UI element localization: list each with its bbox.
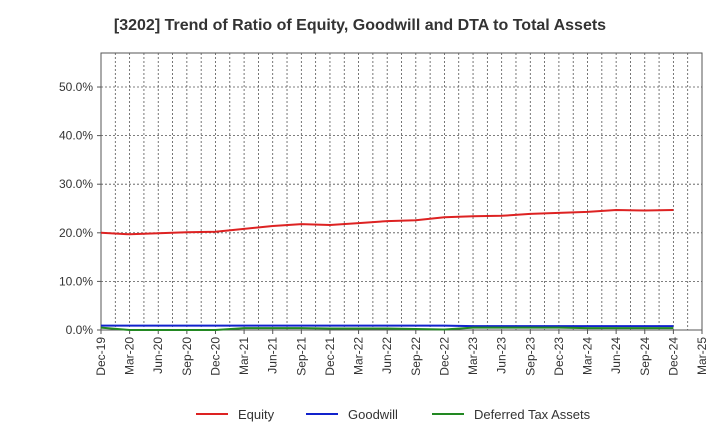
x-tick-label: Mar-25 bbox=[695, 337, 709, 375]
y-tick-label: 10.0% bbox=[59, 274, 93, 288]
x-tick-label: Jun-24 bbox=[609, 337, 623, 374]
y-tick-label: 30.0% bbox=[59, 177, 93, 191]
x-tick-label: Mar-24 bbox=[581, 337, 595, 375]
series-line-deferred-tax-assets bbox=[100, 326, 674, 331]
plot-frame bbox=[100, 52, 703, 331]
legend-label-deferred-tax-assets: Deferred Tax Assets bbox=[474, 407, 591, 422]
x-tick-label: Dec-19 bbox=[94, 337, 108, 376]
x-tick-label: Mar-22 bbox=[352, 337, 366, 375]
x-tick-label: Dec-23 bbox=[552, 337, 566, 376]
x-tick-label: Jun-20 bbox=[151, 337, 165, 374]
y-tick-label: 40.0% bbox=[59, 129, 93, 143]
x-tick-label: Jun-22 bbox=[380, 337, 394, 374]
x-tick-label: Mar-21 bbox=[237, 337, 251, 375]
x-tick-label: Jun-23 bbox=[495, 337, 509, 374]
x-tick-label: Sep-20 bbox=[180, 337, 194, 376]
legend: Equity Goodwill Deferred Tax Assets bbox=[196, 407, 591, 422]
x-tick-label: Dec-22 bbox=[437, 337, 451, 376]
x-tick-label: Sep-22 bbox=[409, 337, 423, 376]
y-tick-label: 20.0% bbox=[59, 226, 93, 240]
x-tick-label: Dec-20 bbox=[208, 337, 222, 376]
y-tick-label: 50.0% bbox=[59, 80, 93, 94]
x-tick-label: Sep-23 bbox=[523, 337, 537, 376]
series-line-equity bbox=[100, 208, 674, 236]
series-line-goodwill bbox=[101, 324, 674, 328]
x-tick-label: Dec-21 bbox=[323, 337, 337, 376]
legend-label-goodwill: Goodwill bbox=[348, 407, 398, 422]
y-tick-label: 0.0% bbox=[66, 323, 94, 337]
x-tick-label: Jun-21 bbox=[266, 337, 280, 374]
x-tick-label: Dec-24 bbox=[666, 337, 680, 376]
legend-label-equity: Equity bbox=[238, 407, 275, 422]
chart-title: [3202] Trend of Ratio of Equity, Goodwil… bbox=[114, 17, 606, 34]
x-tick-label: Mar-23 bbox=[466, 337, 480, 375]
grid-layer bbox=[100, 53, 703, 331]
series-layer bbox=[100, 208, 674, 331]
x-tick-label: Mar-20 bbox=[123, 337, 137, 375]
x-axis-ticks: Dec-19 Mar-20 Jun-20 Sep-20 Dec-20 Mar-21 Jun-… bbox=[94, 330, 709, 376]
y-axis-ticks: 0.0% 10.0% 20.0% 30.0% 40.0% 50.0% bbox=[59, 80, 101, 337]
x-tick-label: Sep-21 bbox=[294, 337, 308, 376]
x-tick-label: Sep-24 bbox=[638, 337, 652, 376]
